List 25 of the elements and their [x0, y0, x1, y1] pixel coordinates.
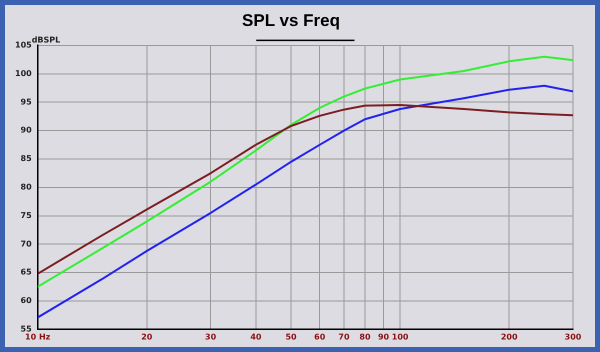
y-tick-label: 85: [20, 154, 32, 164]
y-tick-label: 100: [14, 68, 32, 78]
x-tick-label: 70: [338, 332, 350, 342]
chart-title: SPL vs Freq: [242, 10, 340, 30]
y-tick-label: 65: [20, 268, 32, 277]
y-tick-label: 90: [20, 126, 32, 135]
y-tick-label: 75: [20, 210, 32, 220]
y-tick-label: 105: [14, 40, 32, 50]
x-tick-label: 20: [141, 332, 153, 342]
x-tick-label: 80: [359, 332, 371, 342]
x-tick-label: 50: [285, 332, 297, 342]
y-tick-label: 60: [20, 296, 32, 306]
x-tick-label: 200: [500, 332, 518, 342]
y-tick-label: 80: [20, 182, 32, 192]
x-tick-label: 30: [205, 332, 217, 342]
y-tick-label: 55: [20, 324, 32, 334]
x-tick-label: 100: [392, 332, 409, 342]
x-tick-label: 90: [378, 332, 390, 342]
x-tick-label: 60: [314, 332, 326, 342]
y-tick-label: 70: [20, 239, 32, 248]
x-tick-label: 300: [564, 332, 582, 342]
y-axis-title: dBSPL: [32, 35, 60, 44]
x-tick-label: 40: [250, 332, 262, 342]
x-tick-label: 10 Hz: [25, 332, 51, 342]
y-tick-label: 95: [20, 97, 32, 106]
